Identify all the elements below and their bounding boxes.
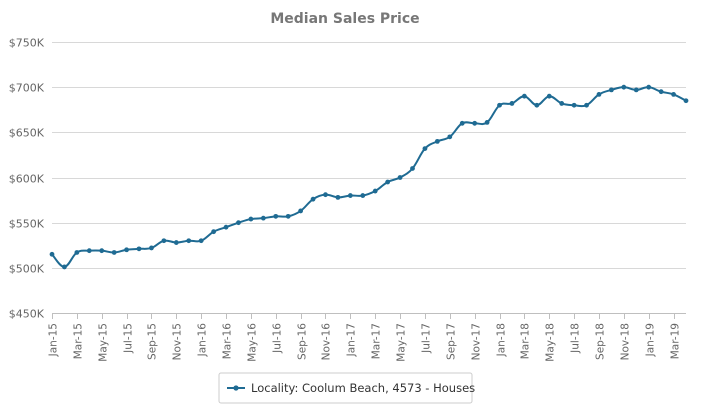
x-tick-label: Nov-15 xyxy=(172,323,184,360)
data-point[interactable] xyxy=(260,215,266,221)
data-point[interactable] xyxy=(347,193,353,198)
data-point[interactable] xyxy=(609,87,614,93)
data-point[interactable] xyxy=(74,250,80,255)
x-tick-label: Mar-16 xyxy=(222,323,234,360)
data-point[interactable] xyxy=(646,84,652,90)
data-point[interactable] xyxy=(434,138,440,144)
data-point[interactable] xyxy=(372,188,378,194)
data-point[interactable] xyxy=(497,102,502,108)
data-point[interactable] xyxy=(273,213,279,219)
data-point[interactable] xyxy=(484,119,490,125)
x-tick-label: May-18 xyxy=(545,323,557,362)
data-point[interactable] xyxy=(447,134,453,140)
x-tick-label: Mar-19 xyxy=(670,323,682,359)
data-point[interactable] xyxy=(111,250,117,255)
data-point[interactable] xyxy=(472,120,478,126)
legend-box xyxy=(218,372,473,404)
data-point[interactable] xyxy=(124,247,129,253)
x-tick-label: Jan-18 xyxy=(496,323,508,357)
x-tick-label: Nov-17 xyxy=(471,323,483,360)
y-tick-label: $550K xyxy=(9,218,45,231)
data-point[interactable] xyxy=(223,224,229,230)
axes: $450K $500K $550K $600K $650K $700K $750K Jan-1… xyxy=(9,37,686,362)
x-tick-label: Sep-17 xyxy=(446,323,458,360)
x-tick-label: May-17 xyxy=(396,323,408,362)
data-point[interactable] xyxy=(596,91,602,97)
data-point[interactable] xyxy=(360,193,366,198)
data-point[interactable] xyxy=(584,102,589,108)
x-tick-label: Sep-15 xyxy=(147,323,159,360)
data-point[interactable] xyxy=(683,98,689,104)
data-point[interactable] xyxy=(310,196,316,202)
data-point[interactable] xyxy=(509,101,515,106)
data-point[interactable] xyxy=(385,179,391,185)
x-tick-label: Sep-18 xyxy=(595,323,607,360)
data-point[interactable] xyxy=(285,213,291,219)
legend-marker-icon xyxy=(233,385,239,391)
series-layer xyxy=(49,84,689,270)
x-tick-label: Jul-16 xyxy=(272,323,284,354)
data-point[interactable] xyxy=(86,248,92,254)
data-point[interactable] xyxy=(658,89,664,95)
x-tick-label: Mar-17 xyxy=(371,323,383,359)
data-point[interactable] xyxy=(323,192,328,198)
data-point[interactable] xyxy=(534,102,540,108)
data-point[interactable] xyxy=(161,238,167,244)
x-tick-label: Jan-17 xyxy=(346,323,358,357)
x-tick-label: Jul-17 xyxy=(421,323,433,354)
data-point[interactable] xyxy=(149,245,154,251)
data-point[interactable] xyxy=(397,175,403,180)
x-tick-label: May-15 xyxy=(98,323,110,362)
data-point[interactable] xyxy=(248,216,254,222)
data-point[interactable] xyxy=(186,238,192,244)
legend[interactable]: Locality: Coolum Beach, 4573 - Houses xyxy=(218,372,475,404)
x-tick-label: Mar-18 xyxy=(520,323,532,359)
data-point[interactable] xyxy=(298,208,304,214)
x-tick-label: Sep-16 xyxy=(297,323,309,360)
y-tick-label: $450K xyxy=(9,308,45,321)
data-point[interactable] xyxy=(459,120,465,126)
data-point[interactable] xyxy=(173,240,179,245)
data-point[interactable] xyxy=(335,194,341,200)
y-tick-label: $650K xyxy=(9,127,45,140)
data-point[interactable] xyxy=(546,93,552,99)
x-tick-label: Jul-15 xyxy=(123,323,135,354)
data-point[interactable] xyxy=(49,251,55,257)
data-point[interactable] xyxy=(62,264,67,270)
x-tick-label: Nov-18 xyxy=(620,323,632,360)
y-tick-label: $500K xyxy=(9,263,45,276)
data-point[interactable] xyxy=(671,91,676,97)
data-point[interactable] xyxy=(211,229,217,235)
grid xyxy=(52,42,686,314)
data-point[interactable] xyxy=(136,246,142,252)
data-point[interactable] xyxy=(422,146,428,151)
x-tick-label: Jan-16 xyxy=(197,323,209,358)
data-point[interactable] xyxy=(198,238,204,244)
data-point[interactable] xyxy=(571,102,577,108)
chart-title: Median Sales Price xyxy=(270,11,419,27)
data-point[interactable] xyxy=(410,166,415,171)
x-tick-label: May-16 xyxy=(247,323,259,362)
x-tick-label: Mar-15 xyxy=(73,323,85,359)
y-tick-label: $700K xyxy=(9,82,45,95)
y-tick-label: $750K xyxy=(9,37,45,50)
legend-label: Locality: Coolum Beach, 4573 - Houses xyxy=(251,381,475,395)
data-point[interactable] xyxy=(99,248,105,254)
data-point[interactable] xyxy=(521,93,527,99)
data-point[interactable] xyxy=(633,87,639,93)
x-tick-label: Jan-15 xyxy=(48,323,60,357)
series-line xyxy=(51,86,687,268)
data-point[interactable] xyxy=(621,84,627,90)
data-point[interactable] xyxy=(559,101,565,106)
x-tick-label: Jan-19 xyxy=(645,323,657,357)
y-tick-label: $600K xyxy=(9,173,45,186)
data-point[interactable] xyxy=(236,220,241,226)
x-tick-label: Nov-16 xyxy=(321,323,333,361)
x-tick-label: Jul-18 xyxy=(570,323,582,354)
